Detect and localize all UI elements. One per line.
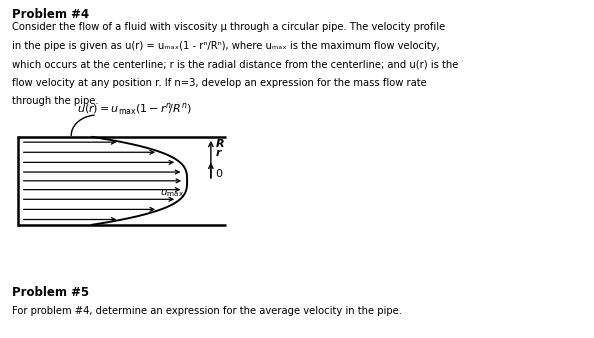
Text: r: r [216,148,221,158]
Text: $u(r) = u_{\mathrm{max}}(1 - r^n\!/R^n)$: $u(r) = u_{\mathrm{max}}(1 - r^n\!/R^n)$ [77,101,192,117]
Text: in the pipe is given as u(r) = uₘₐₓ(1 - rⁿ/Rⁿ), where uₘₐₓ is the maximum flow v: in the pipe is given as u(r) = uₘₐₓ(1 - … [12,41,440,51]
Text: which occurs at the centerline; r is the radial distance from the centerline; an: which occurs at the centerline; r is the… [12,59,458,69]
Text: For problem #4, determine an expression for the average velocity in the pipe.: For problem #4, determine an expression … [12,306,402,316]
Text: flow velocity at any position r. If n=3, develop an expression for the mass flow: flow velocity at any position r. If n=3,… [12,78,426,88]
Text: Problem #5: Problem #5 [12,286,89,298]
Text: 0: 0 [216,169,223,179]
Text: through the pipe.: through the pipe. [12,96,99,106]
Text: R: R [216,139,225,149]
Text: $u_{\mathrm{max}}$: $u_{\mathrm{max}}$ [160,187,184,199]
Text: Consider the flow of a fluid with viscosity μ through a circular pipe. The veloc: Consider the flow of a fluid with viscos… [12,22,445,32]
Text: Problem #4: Problem #4 [12,8,89,21]
